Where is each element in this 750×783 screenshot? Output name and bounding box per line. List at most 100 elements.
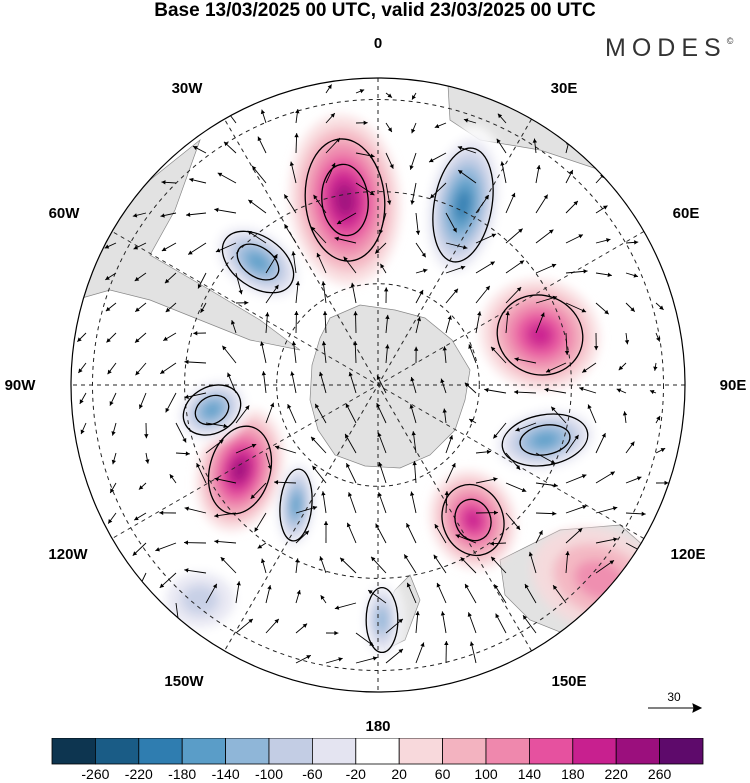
wind-arrow [522, 614, 537, 634]
wind-arrow [377, 432, 387, 454]
wind-arrow [464, 382, 477, 394]
wind-arrow [111, 452, 117, 465]
wind-arrow [325, 112, 336, 124]
wind-arrow [385, 152, 394, 169]
wind-arrow [321, 491, 327, 514]
wind-arrow [235, 581, 241, 604]
wind-arrow [505, 192, 516, 214]
wind-arrow [490, 556, 507, 574]
wind-arrow [625, 240, 639, 245]
wind-arrow [254, 512, 267, 533]
wind-arrow [616, 388, 627, 394]
wind-arrow [383, 287, 389, 304]
wind-arrow [159, 362, 177, 375]
colorbar-label: -180 [168, 766, 197, 782]
wind-arrow [374, 242, 387, 254]
wind-arrow [214, 539, 237, 544]
wind-arrow [217, 172, 237, 184]
reference-vector [648, 703, 703, 713]
wind-arrow [475, 285, 491, 304]
wind-arrow [492, 422, 507, 439]
wind-arrow [445, 462, 456, 484]
wind-arrow [183, 540, 207, 545]
wind-arrow [265, 402, 275, 424]
wind-arrow [325, 137, 341, 154]
wind-arrow [200, 302, 207, 314]
wind-arrow [565, 527, 583, 544]
wind-arrow [165, 392, 177, 413]
wind-arrow [169, 473, 177, 484]
wind-arrow [348, 371, 357, 394]
wind-arrow [469, 641, 477, 664]
wind-arrow [134, 272, 147, 282]
lon-label-180: 180 [365, 718, 391, 735]
wind-arrow [475, 510, 499, 515]
colorbar-bin [268, 738, 313, 765]
wind-arrow [134, 332, 147, 343]
wind-arrow [325, 162, 336, 184]
wind-arrow [134, 302, 147, 313]
wind-arrow [505, 260, 525, 274]
chart-title: Base 13/03/2025 00 UTC, valid 23/03/2025… [154, 0, 596, 21]
colorbar-bin [529, 738, 574, 765]
wind-arrow [460, 556, 477, 574]
wind-arrow [535, 511, 557, 516]
wind-arrow [595, 205, 608, 214]
colorbar-label: 60 [434, 766, 451, 782]
lon-label-30w: 30W [171, 80, 203, 97]
wind-arrow [144, 422, 149, 439]
wind-arrow [260, 341, 267, 364]
wind-arrow [376, 375, 387, 394]
wind-arrow [184, 568, 207, 574]
wind-arrow [355, 182, 375, 196]
lon-label-150e: 150E [551, 673, 587, 690]
wind-arrow [133, 512, 147, 521]
colorbar [51, 738, 704, 765]
negative-anomaly [208, 219, 308, 305]
wind-arrow [274, 480, 297, 485]
wind-arrow [80, 422, 87, 435]
anomaly-shading [150, 115, 668, 665]
contour [365, 586, 399, 654]
contour [432, 147, 494, 263]
wind-arrow [535, 164, 541, 184]
wind-arrow [77, 332, 87, 343]
wind-arrow [294, 310, 299, 334]
wind-arrow [214, 207, 237, 214]
wind-arrow [440, 611, 447, 634]
reference-vector-label: 30 [667, 690, 681, 704]
lon-label-90w: 90W [4, 377, 36, 394]
wind-arrow [552, 584, 567, 604]
wind-arrow [495, 613, 507, 634]
wind-arrow [532, 138, 538, 154]
wind-arrow [409, 491, 417, 514]
wind-arrow [109, 482, 117, 494]
wind-arrow [220, 556, 237, 574]
wind-arrow [475, 311, 482, 334]
colorbar-label: -100 [254, 766, 284, 782]
wind-arrow [235, 443, 257, 454]
wind-arrow [344, 433, 357, 454]
wind-arrow [160, 212, 177, 218]
colorbar-bin [51, 738, 96, 765]
wind-arrow [132, 212, 147, 218]
colorbar-label: 140 [517, 766, 542, 782]
lon-label-90e: 90E [719, 377, 747, 394]
wind-arrow [457, 169, 477, 184]
wind-arrow [515, 422, 537, 432]
wind-arrow [406, 522, 417, 544]
wind-arrow [412, 461, 417, 484]
wind-arrow [265, 284, 279, 304]
wind-arrow [622, 411, 628, 424]
wind-arrow [428, 152, 447, 163]
wind-arrow [565, 551, 570, 574]
wind-arrow [484, 387, 507, 394]
wind-arrow [295, 281, 301, 304]
wind-arrow [649, 390, 657, 395]
wind-arrow [291, 251, 297, 274]
wind-arrow [475, 477, 498, 484]
contour [501, 413, 589, 467]
wind-arrow [175, 451, 190, 456]
wind-arrow [107, 512, 117, 524]
